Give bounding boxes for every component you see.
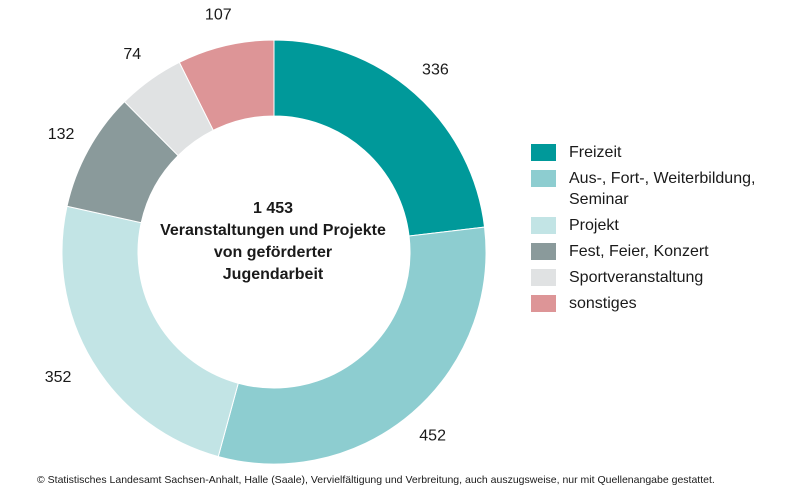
- legend-swatch: [531, 295, 556, 312]
- slice-value-label: 132: [48, 126, 75, 143]
- center-title-line-3: von geförderter: [213, 244, 333, 261]
- legend-label: Freizeit: [569, 144, 622, 161]
- legend-swatch: [531, 243, 556, 260]
- slice-value-label: 336: [422, 62, 449, 79]
- slice-labels: 336 452 352 132 74 107: [45, 7, 449, 445]
- legend-label: Aus-, Fort-, Weiterbildung,: [569, 170, 756, 187]
- legend-swatch: [531, 217, 556, 234]
- legend-swatch: [531, 170, 556, 187]
- legend-label-line-2: Seminar: [569, 191, 629, 208]
- legend-item-fest: Fest, Feier, Konzert: [531, 241, 791, 262]
- slice-value-label: 452: [419, 427, 446, 444]
- donut-slice-projekt: [61, 205, 239, 458]
- center-title-line-2: Veranstaltungen und Projekte: [160, 222, 386, 239]
- legend-label: Sportveranstaltung: [569, 269, 704, 286]
- donut-center-title: 1 453 Veranstaltungen und Projekte von g…: [135, 198, 411, 286]
- donut-slice-freizeit: [273, 39, 486, 237]
- legend-label: Fest, Feier, Konzert: [569, 243, 709, 260]
- legend-label: sonstiges: [569, 295, 637, 312]
- donut-slice-sonstiges: [178, 39, 275, 131]
- chart-legend: Freizeit Aus-, Fort-, Weiterbildung, Sem…: [531, 142, 791, 319]
- total-count: 1 453: [252, 200, 294, 217]
- legend-swatch: [531, 144, 556, 161]
- legend-item-projekt: Projekt: [531, 215, 791, 236]
- donut-slice-aus-fort-weiterbildung-seminar: [217, 226, 487, 465]
- donut-slices: [61, 39, 487, 465]
- slice-value-label: 107: [205, 7, 232, 24]
- legend-swatch: [531, 269, 556, 286]
- slice-value-label: 74: [123, 46, 141, 63]
- legend-item-sonstiges: sonstiges: [531, 293, 791, 314]
- copyright-footer: © Statistisches Landesamt Sachsen-Anhalt…: [37, 474, 715, 486]
- center-title-line-4: Jugendarbeit: [222, 266, 324, 283]
- legend-item-freizeit: Freizeit: [531, 142, 791, 163]
- slice-value-label: 352: [45, 369, 72, 386]
- legend-label: Projekt: [569, 217, 619, 234]
- legend-item-sport: Sportveranstaltung: [531, 267, 791, 288]
- legend-item-ausbildung: Aus-, Fort-, Weiterbildung, Seminar: [531, 168, 791, 210]
